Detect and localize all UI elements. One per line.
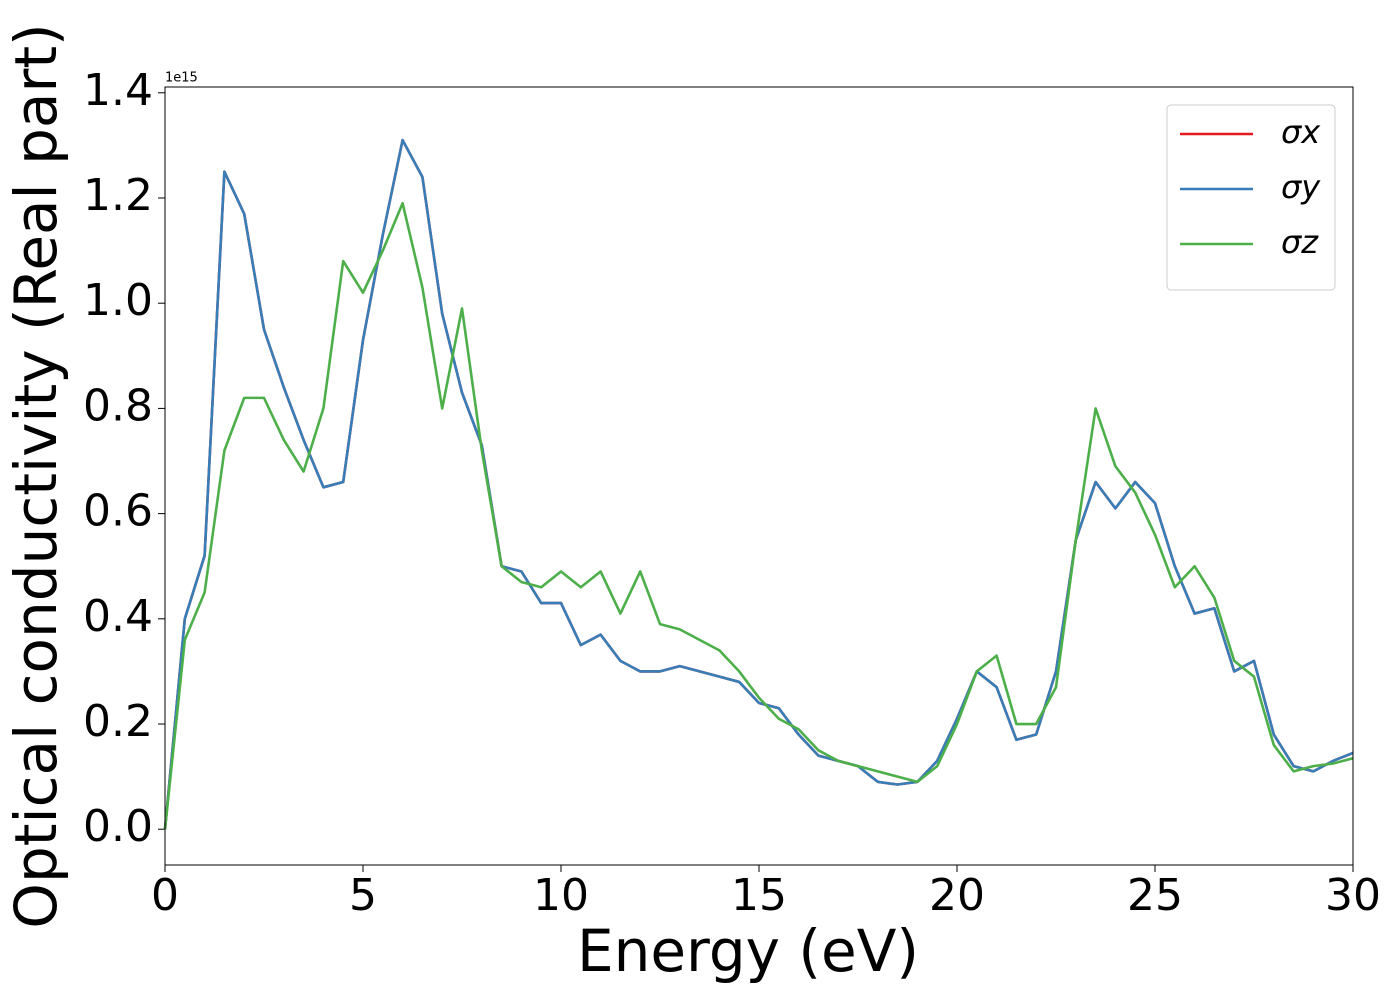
x-tick-label: 30 xyxy=(1325,870,1381,921)
legend-label: σz xyxy=(1281,223,1319,261)
x-tick-label: 0 xyxy=(151,870,179,921)
y-tick-label: 0.6 xyxy=(83,486,153,537)
y-tick-label: 0.8 xyxy=(83,380,153,431)
offset-label: 1e15 xyxy=(165,71,198,86)
x-tick-label: 20 xyxy=(929,870,985,921)
y-tick-label: 1.4 xyxy=(83,65,153,116)
x-tick-label: 15 xyxy=(731,870,787,921)
y-axis-label: Optical conductivity (Real part) xyxy=(2,23,70,928)
y-tick-label: 0.2 xyxy=(83,696,153,747)
x-axis-label: Energy (eV) xyxy=(577,917,919,985)
series-line xyxy=(163,138,1354,830)
plot-frame xyxy=(164,86,1354,866)
x-tick-label: 25 xyxy=(1127,870,1183,921)
y-tick-label: 1.0 xyxy=(83,275,153,326)
series-line xyxy=(163,201,1354,830)
legend-label: σx xyxy=(1281,113,1321,151)
y-tick-label: 0.0 xyxy=(83,801,153,852)
y-tick-label: 0.4 xyxy=(83,591,153,642)
legend-label: σy xyxy=(1281,168,1321,206)
x-tick-label: 5 xyxy=(349,870,377,921)
x-tick-label: 10 xyxy=(533,870,589,921)
y-tick-label: 1.2 xyxy=(83,170,153,221)
